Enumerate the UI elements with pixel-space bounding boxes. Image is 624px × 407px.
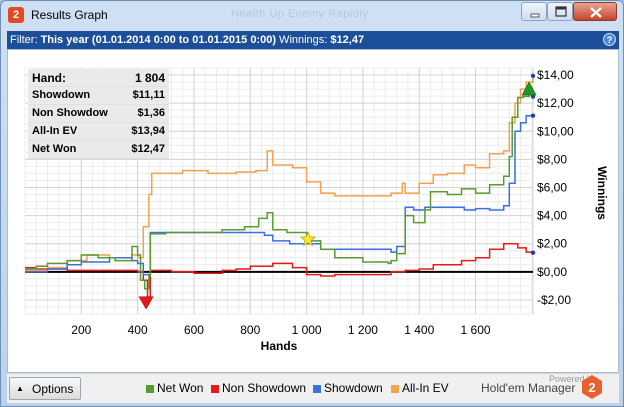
y-tick-label: $10,00 — [537, 124, 574, 138]
window-title: Results Graph — [31, 8, 108, 22]
series-line-all-in-ev[interactable] — [25, 75, 534, 272]
series-end-dot — [530, 250, 536, 255]
results-chart[interactable]: 200 400 600 800 1 000 1 200 1 400 1 600 -$2,00 $0… — [8, 50, 620, 374]
x-axis-title: Hands — [261, 339, 298, 353]
y-tick-label: $6,00 — [537, 180, 567, 194]
stat-value: $1,36 — [137, 107, 165, 119]
stat-row: Net Won $12,47 — [28, 141, 169, 159]
series-end-dot — [530, 94, 536, 99]
brand-name: Hold'em Manager — [481, 381, 576, 395]
series-end-dot — [530, 113, 536, 118]
minimize-button[interactable] — [521, 2, 547, 21]
filter-prefix: Filter: — [10, 34, 41, 46]
x-tick-label: 1 000 — [292, 323, 322, 337]
maximize-button[interactable] — [547, 2, 573, 21]
stat-row: Hand: 1 804 — [28, 69, 169, 87]
maximize-icon — [555, 6, 567, 17]
options-label: Options — [32, 382, 74, 396]
star-marker — [299, 231, 317, 247]
minimize-icon — [530, 13, 540, 18]
winnings-label: Winnings: — [276, 34, 331, 46]
max-marker — [521, 81, 537, 96]
close-button[interactable] — [573, 2, 617, 21]
y-tick-label: $12,00 — [537, 96, 574, 110]
y-tick-label: $14,00 — [537, 68, 574, 82]
y-tick-label: -$2,00 — [537, 293, 571, 307]
x-tick-label: 1 400 — [404, 323, 434, 337]
series-end-dot — [530, 73, 536, 79]
stat-value: $12,47 — [131, 143, 165, 155]
app-logo-icon: 2 — [8, 7, 24, 23]
legend-swatch — [211, 385, 219, 393]
x-tick-label: 1 600 — [461, 323, 491, 337]
legend-swatch — [146, 385, 154, 393]
legend-item[interactable]: Showdown — [324, 381, 383, 395]
winnings-value: $12,47 — [330, 34, 365, 46]
brand-logo-glyph: 2 — [588, 380, 595, 395]
x-tick-label: 400 — [128, 323, 148, 337]
expand-up-icon: ▲ — [16, 384, 24, 393]
options-button[interactable]: ▲ Options — [9, 377, 81, 400]
background-title-text: Health Up Enemy Rapidly — [231, 8, 369, 20]
min-marker — [138, 296, 154, 310]
legend-swatch — [313, 385, 321, 393]
stat-label: Hand: — [32, 71, 66, 85]
x-tick-label: 800 — [240, 323, 260, 337]
stats-table: Hand: 1 804 Showdown $11,11 Non Showdown $1,3… — [28, 69, 169, 159]
y-tick-label: $4,00 — [537, 209, 567, 223]
stat-value: $13,94 — [131, 125, 165, 137]
title-bar[interactable]: 2 Results Graph Health Up Enemy Rapidly — [1, 1, 623, 29]
legend-swatch — [391, 385, 399, 393]
stat-label: Showdown — [32, 89, 91, 101]
x-tick-label: 600 — [184, 323, 204, 337]
stat-label: Net Won — [32, 143, 77, 155]
legend-item[interactable]: Non Showdown — [222, 381, 307, 395]
filter-bar: Filter: This year (01.01.2014 0:00 to 01… — [7, 31, 619, 49]
series-line-net-won[interactable] — [25, 89, 534, 290]
y-tick-label: $0,00 — [537, 265, 567, 279]
bottom-bar: ▲ Options Net Won Non Showdown Showdown All… — [7, 373, 619, 403]
stat-value: $11,11 — [132, 89, 165, 101]
y-tick-label: $8,00 — [537, 152, 567, 166]
series-line-showdown[interactable] — [25, 115, 534, 276]
legend-item[interactable]: Net Won — [157, 381, 204, 395]
holdem-manager-logo-icon: 2 — [582, 375, 602, 399]
stat-row: Showdown $11,11 — [28, 87, 169, 105]
powered-by-text: Powered by — [549, 374, 597, 384]
stat-value: 1 804 — [134, 71, 165, 85]
help-icon[interactable]: ? — [603, 33, 616, 46]
x-tick-label: 200 — [71, 323, 91, 337]
series-line-non-showdown[interactable] — [25, 242, 534, 298]
close-icon — [590, 7, 602, 18]
stat-label: Non Showdown — [32, 107, 108, 119]
graph-panel: 200 400 600 800 1 000 1 200 1 400 1 600 -$2,00 $0… — [7, 49, 619, 373]
stat-row: All-In EV $13,94 — [28, 123, 169, 141]
filter-value[interactable]: This year (01.01.2014 0:00 to 01.01.2015… — [40, 34, 276, 46]
x-tick-label: 1 200 — [348, 323, 378, 337]
stat-row: Non Showdown $1,36 — [28, 105, 169, 123]
y-tick-label: $2,00 — [537, 237, 567, 251]
stat-label: All-In EV — [32, 125, 78, 137]
legend-item[interactable]: All-In EV — [402, 381, 449, 395]
y-axis-title: Winnings — [595, 166, 609, 220]
